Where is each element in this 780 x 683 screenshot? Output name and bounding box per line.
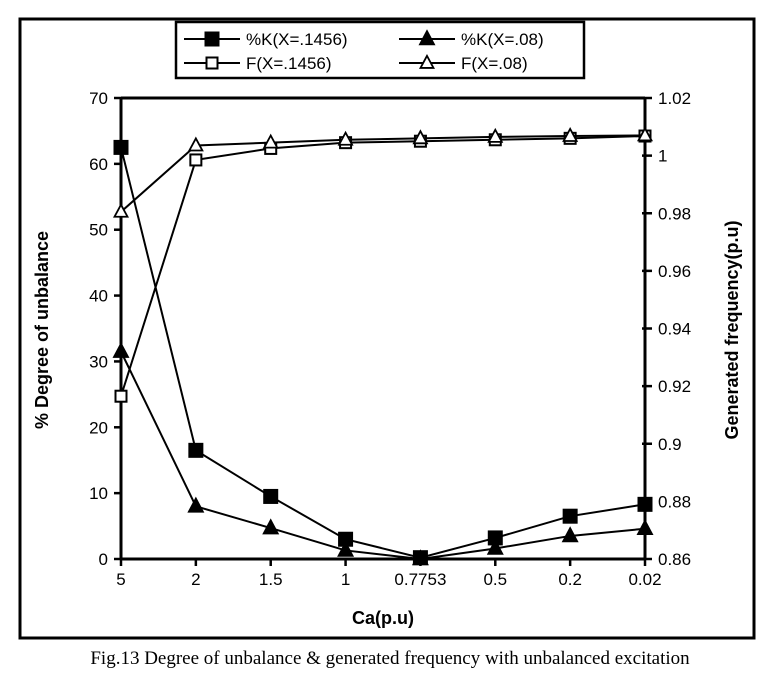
series-0-point (263, 488, 279, 504)
series-1-point (187, 496, 205, 513)
series-layer (112, 126, 654, 566)
x-tick-label: 5 (116, 570, 125, 589)
legend-item: %K(X=.08) (399, 29, 544, 49)
series-1 (112, 341, 654, 566)
y-right-tick-label: 0.98 (658, 204, 691, 223)
legend-item: F(X=.1456) (184, 54, 332, 73)
series-1-point (411, 549, 429, 566)
x-tick-label: 0.7753 (394, 570, 446, 589)
series-0-line (120, 147, 646, 559)
x-tick-label: 1 (341, 570, 350, 589)
axes: 0 10 20 30 40 50 60 70 0.86 0.88 0.9 0.92 0.94 0.96 0.… (89, 89, 691, 589)
y-left-tick-label: 40 (89, 287, 108, 306)
legend-item: %K(X=.1456) (184, 30, 348, 49)
x-tick-label: 1.5 (259, 570, 283, 589)
series-0-point (562, 508, 578, 524)
series-2-point (189, 153, 203, 167)
series-3-point (337, 130, 354, 146)
series-3-point (636, 126, 654, 142)
series-1-point (112, 341, 130, 358)
legend-marker (418, 53, 436, 69)
legend-label: %K(X=.08) (461, 30, 544, 49)
series-3-line (120, 134, 646, 213)
x-axis-title: Ca(p.u) (352, 608, 414, 628)
series-1-point (561, 526, 579, 543)
series-1-point (636, 518, 654, 536)
series-1-point (486, 538, 504, 555)
legend-marker (205, 56, 219, 70)
y-left-tick-label: 10 (89, 484, 108, 503)
legend-marker (204, 31, 220, 47)
series-3-point (187, 136, 204, 152)
y-right-tick-label: 0.86 (658, 550, 691, 569)
series-1-point (337, 540, 355, 557)
series-2-point (114, 389, 128, 403)
y-right-tick-label: 1.02 (658, 89, 691, 108)
series-3-point (412, 129, 429, 145)
legend-label: F(X=.08) (461, 54, 528, 73)
x-tick-label: 0.5 (483, 570, 507, 589)
series-3-point (562, 126, 579, 142)
series-0-point (637, 496, 653, 512)
y-left-tick-label: 70 (89, 89, 108, 108)
series-3-point (487, 127, 504, 143)
x-tick-label: 0.2 (558, 570, 582, 589)
series-1-point (262, 518, 280, 535)
y-right-tick-label: 0.88 (658, 492, 691, 511)
y-right-tick-label: 0.94 (658, 320, 691, 339)
legend: %K(X=.1456) %K(X=.08) F(X=.1456) F(X=.08) (174, 20, 586, 80)
series-2-line (120, 135, 646, 397)
series-1-line (120, 351, 646, 561)
series-0-point (188, 442, 204, 458)
y-right-tick-label: 0.92 (658, 377, 691, 396)
legend-label: %K(X=.1456) (246, 30, 348, 49)
y-axis-left-title: % Degree of unbalance (32, 231, 52, 429)
series-3-point (262, 133, 279, 149)
y-right-tick-label: 0.9 (658, 435, 682, 454)
y-left-tick-label: 30 (89, 352, 108, 371)
y-right-tick-label: 1 (658, 147, 667, 166)
legend-label: F(X=.1456) (246, 54, 332, 73)
figure-caption: Fig.13 Degree of unbalance & generated f… (90, 648, 690, 669)
legend-item: F(X=.08) (399, 53, 528, 73)
x-tick-label: 0.02 (628, 570, 661, 589)
series-3-point (112, 202, 130, 218)
series-3 (112, 126, 654, 218)
y-left-tick-label: 20 (89, 418, 108, 437)
legend-box (174, 20, 586, 80)
y-right-tick-label: 0.96 (658, 262, 691, 281)
y-left-tick-label: 50 (89, 221, 108, 240)
y-axis-right-title: Generated frequency(p.u) (722, 220, 742, 439)
y-left-tick-label: 60 (89, 155, 108, 174)
y-left-tick-label: 0 (99, 550, 108, 569)
series-0-point (113, 139, 129, 155)
x-tick-label: 2 (191, 570, 200, 589)
legend-marker (418, 29, 436, 46)
